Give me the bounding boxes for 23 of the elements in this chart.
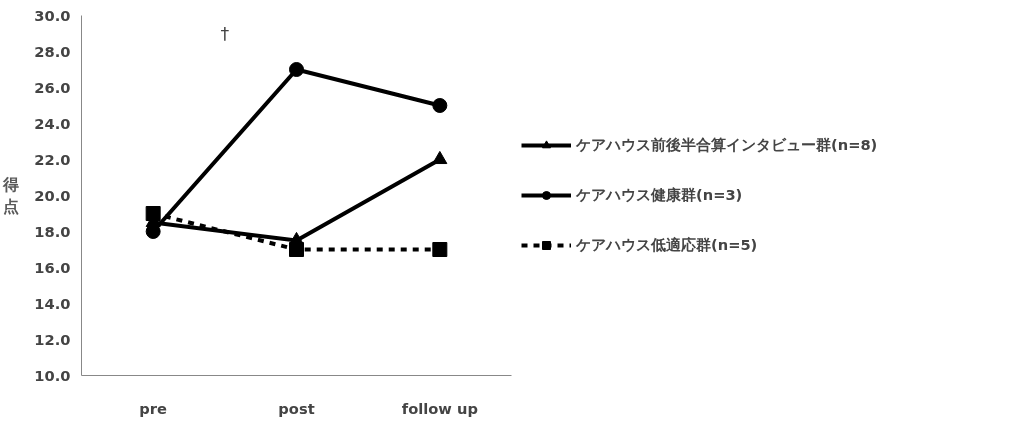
y-tick-label: 22.0 bbox=[34, 150, 71, 168]
point bbox=[432, 150, 448, 165]
y-tick-label: 20.0 bbox=[34, 186, 71, 204]
y-tick-label: 12.0 bbox=[34, 330, 71, 348]
y-tick-label: 30.0 bbox=[34, 6, 71, 24]
y-axis-title: 得点 bbox=[2, 174, 20, 217]
y-tick-label: 18.0 bbox=[34, 222, 71, 240]
y-tick-label: 24.0 bbox=[34, 114, 71, 132]
y-tick-label: 28.0 bbox=[34, 42, 71, 60]
point bbox=[289, 62, 304, 77]
y-tick-label: 16.0 bbox=[34, 258, 71, 276]
x-tick-label: post bbox=[278, 399, 315, 417]
legend-label: ケアハウス健康群(n=3) bbox=[576, 185, 743, 205]
y-tick-label: 14.0 bbox=[34, 294, 71, 312]
point bbox=[432, 98, 448, 113]
x-tick-label: follow up bbox=[401, 399, 478, 417]
legend-label: ケアハウス前後半合算インタビュー群(n=8) bbox=[576, 135, 878, 155]
point bbox=[432, 242, 448, 257]
y-tick-label: 10.0 bbox=[34, 366, 71, 384]
x-tick-label: pre bbox=[139, 399, 168, 417]
annotation: † bbox=[220, 24, 230, 45]
y-tick-label: 26.0 bbox=[34, 78, 71, 96]
legend-label: ケアハウス低適応群(n=5) bbox=[576, 235, 758, 255]
